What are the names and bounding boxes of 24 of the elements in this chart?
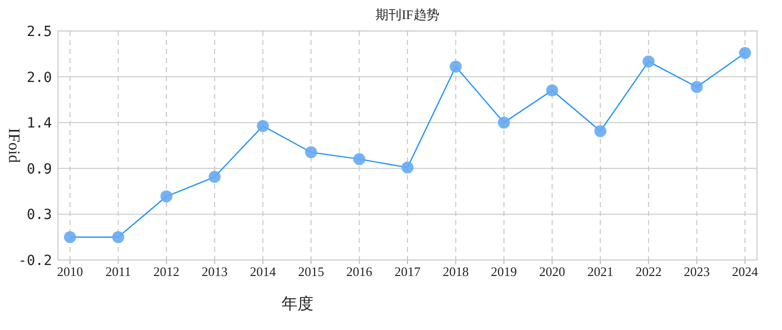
x-tick-label: 2024	[732, 264, 758, 279]
y-tick-label: 1.4	[26, 116, 52, 132]
chart-title: 期刊IF趋势	[376, 7, 440, 22]
x-tick-label: 2010	[57, 264, 83, 279]
x-tick-label: 2013	[202, 264, 228, 279]
x-tick-label: 2018	[442, 264, 469, 279]
y-axis-title: IFoid	[5, 128, 22, 163]
x-tick-label: 2019	[490, 264, 517, 279]
x-tick-label: 2011	[105, 264, 131, 279]
y-tick-label: 2.0	[26, 70, 52, 86]
x-tick-label: 2016	[346, 264, 373, 279]
x-tick-label: 2022	[636, 264, 662, 279]
x-tick-label: 2020	[539, 264, 566, 279]
y-tick-label: 0.3	[26, 207, 52, 224]
x-tick-label: 2015	[298, 264, 324, 279]
x-axis-title: 年度	[282, 295, 314, 313]
x-tick-label: 2017	[394, 264, 421, 279]
y-tick-label: -0.2	[18, 253, 52, 269]
y-tick-label: 0.9	[26, 161, 52, 178]
y-tick-label: 2.5	[26, 24, 52, 40]
x-tick-label: 2023	[684, 264, 710, 279]
x-tick-label: 2012	[153, 264, 180, 279]
x-tick-label: 2021	[587, 264, 614, 279]
x-tick-label: 2014	[250, 264, 276, 279]
